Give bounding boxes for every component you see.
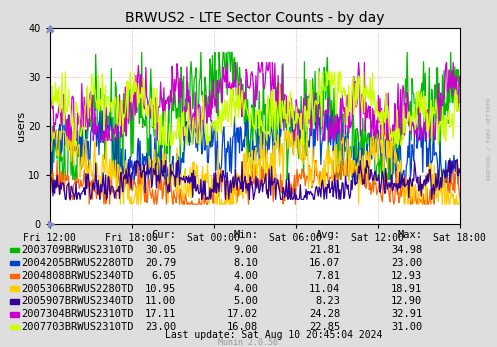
Text: 23.00: 23.00 (145, 322, 176, 332)
Text: 23.00: 23.00 (391, 258, 422, 268)
Text: RRDTOOL / TOBI OETIKER: RRDTOOL / TOBI OETIKER (486, 98, 491, 180)
Text: 11.00: 11.00 (145, 296, 176, 306)
Text: 2005907BRWUS2340TD: 2005907BRWUS2340TD (21, 296, 134, 306)
Text: Last update: Sat Aug 10 20:45:04 2024: Last update: Sat Aug 10 20:45:04 2024 (165, 330, 382, 340)
Text: Cur:: Cur: (152, 230, 176, 240)
Text: 4.00: 4.00 (234, 283, 258, 294)
Y-axis label: users: users (15, 111, 25, 141)
Text: 20.79: 20.79 (145, 258, 176, 268)
Text: 22.85: 22.85 (309, 322, 340, 332)
Text: 2005306BRWUS2280TD: 2005306BRWUS2280TD (21, 283, 134, 294)
Text: 8.23: 8.23 (316, 296, 340, 306)
Text: 2007703BRWUS2310TD: 2007703BRWUS2310TD (21, 322, 134, 332)
Text: 16.07: 16.07 (309, 258, 340, 268)
Text: 8.10: 8.10 (234, 258, 258, 268)
Text: 16.08: 16.08 (227, 322, 258, 332)
Text: 24.28: 24.28 (309, 309, 340, 319)
Text: 11.04: 11.04 (309, 283, 340, 294)
Text: 12.93: 12.93 (391, 271, 422, 281)
Text: 6.05: 6.05 (152, 271, 176, 281)
Text: 17.02: 17.02 (227, 309, 258, 319)
Text: Munin 2.0.56: Munin 2.0.56 (219, 338, 278, 347)
Text: 5.00: 5.00 (234, 296, 258, 306)
Text: 2004205BRWUS2280TD: 2004205BRWUS2280TD (21, 258, 134, 268)
Text: 9.00: 9.00 (234, 245, 258, 255)
Title: BRWUS2 - LTE Sector Counts - by day: BRWUS2 - LTE Sector Counts - by day (125, 11, 385, 25)
Text: 31.00: 31.00 (391, 322, 422, 332)
Text: 21.81: 21.81 (309, 245, 340, 255)
Text: 2007304BRWUS2310TD: 2007304BRWUS2310TD (21, 309, 134, 319)
Text: Avg:: Avg: (316, 230, 340, 240)
Text: 10.95: 10.95 (145, 283, 176, 294)
Text: 30.05: 30.05 (145, 245, 176, 255)
Text: Min:: Min: (234, 230, 258, 240)
Text: 2003709BRWUS2310TD: 2003709BRWUS2310TD (21, 245, 134, 255)
Text: 12.90: 12.90 (391, 296, 422, 306)
Text: 18.91: 18.91 (391, 283, 422, 294)
Text: Max:: Max: (398, 230, 422, 240)
Text: 7.81: 7.81 (316, 271, 340, 281)
Text: 17.11: 17.11 (145, 309, 176, 319)
Text: 32.91: 32.91 (391, 309, 422, 319)
Text: 4.00: 4.00 (234, 271, 258, 281)
Text: 34.98: 34.98 (391, 245, 422, 255)
Text: 2004808BRWUS2340TD: 2004808BRWUS2340TD (21, 271, 134, 281)
